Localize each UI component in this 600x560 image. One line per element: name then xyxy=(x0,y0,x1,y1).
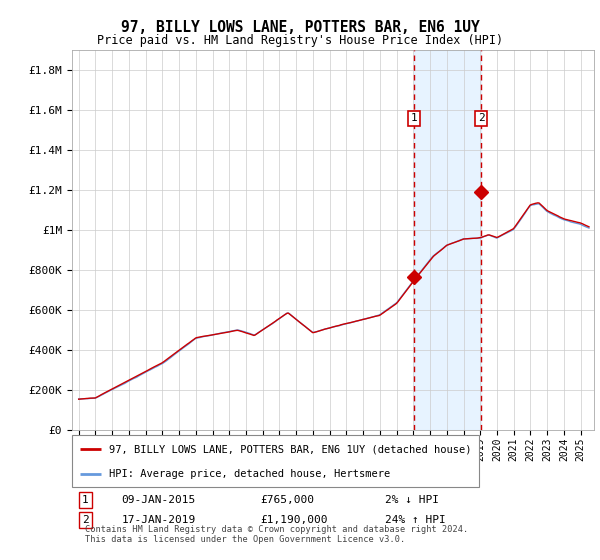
Text: HPI: Average price, detached house, Hertsmere: HPI: Average price, detached house, Hert… xyxy=(109,469,390,479)
Text: £765,000: £765,000 xyxy=(260,495,314,505)
Text: 24% ↑ HPI: 24% ↑ HPI xyxy=(385,515,446,525)
Text: £1,190,000: £1,190,000 xyxy=(260,515,328,525)
Text: 17-JAN-2019: 17-JAN-2019 xyxy=(122,515,196,525)
Text: 2: 2 xyxy=(82,515,88,525)
Text: 97, BILLY LOWS LANE, POTTERS BAR, EN6 1UY (detached house): 97, BILLY LOWS LANE, POTTERS BAR, EN6 1U… xyxy=(109,445,471,455)
Text: 97, BILLY LOWS LANE, POTTERS BAR, EN6 1UY: 97, BILLY LOWS LANE, POTTERS BAR, EN6 1U… xyxy=(121,20,479,35)
Text: Price paid vs. HM Land Registry's House Price Index (HPI): Price paid vs. HM Land Registry's House … xyxy=(97,34,503,46)
Text: 1: 1 xyxy=(410,113,417,123)
Text: 1: 1 xyxy=(82,495,88,505)
Text: 2% ↓ HPI: 2% ↓ HPI xyxy=(385,495,439,505)
Text: Contains HM Land Registry data © Crown copyright and database right 2024.
This d: Contains HM Land Registry data © Crown c… xyxy=(85,525,469,544)
Text: 09-JAN-2015: 09-JAN-2015 xyxy=(122,495,196,505)
Text: 2: 2 xyxy=(478,113,484,123)
FancyBboxPatch shape xyxy=(72,435,479,487)
Bar xyxy=(414,50,481,430)
